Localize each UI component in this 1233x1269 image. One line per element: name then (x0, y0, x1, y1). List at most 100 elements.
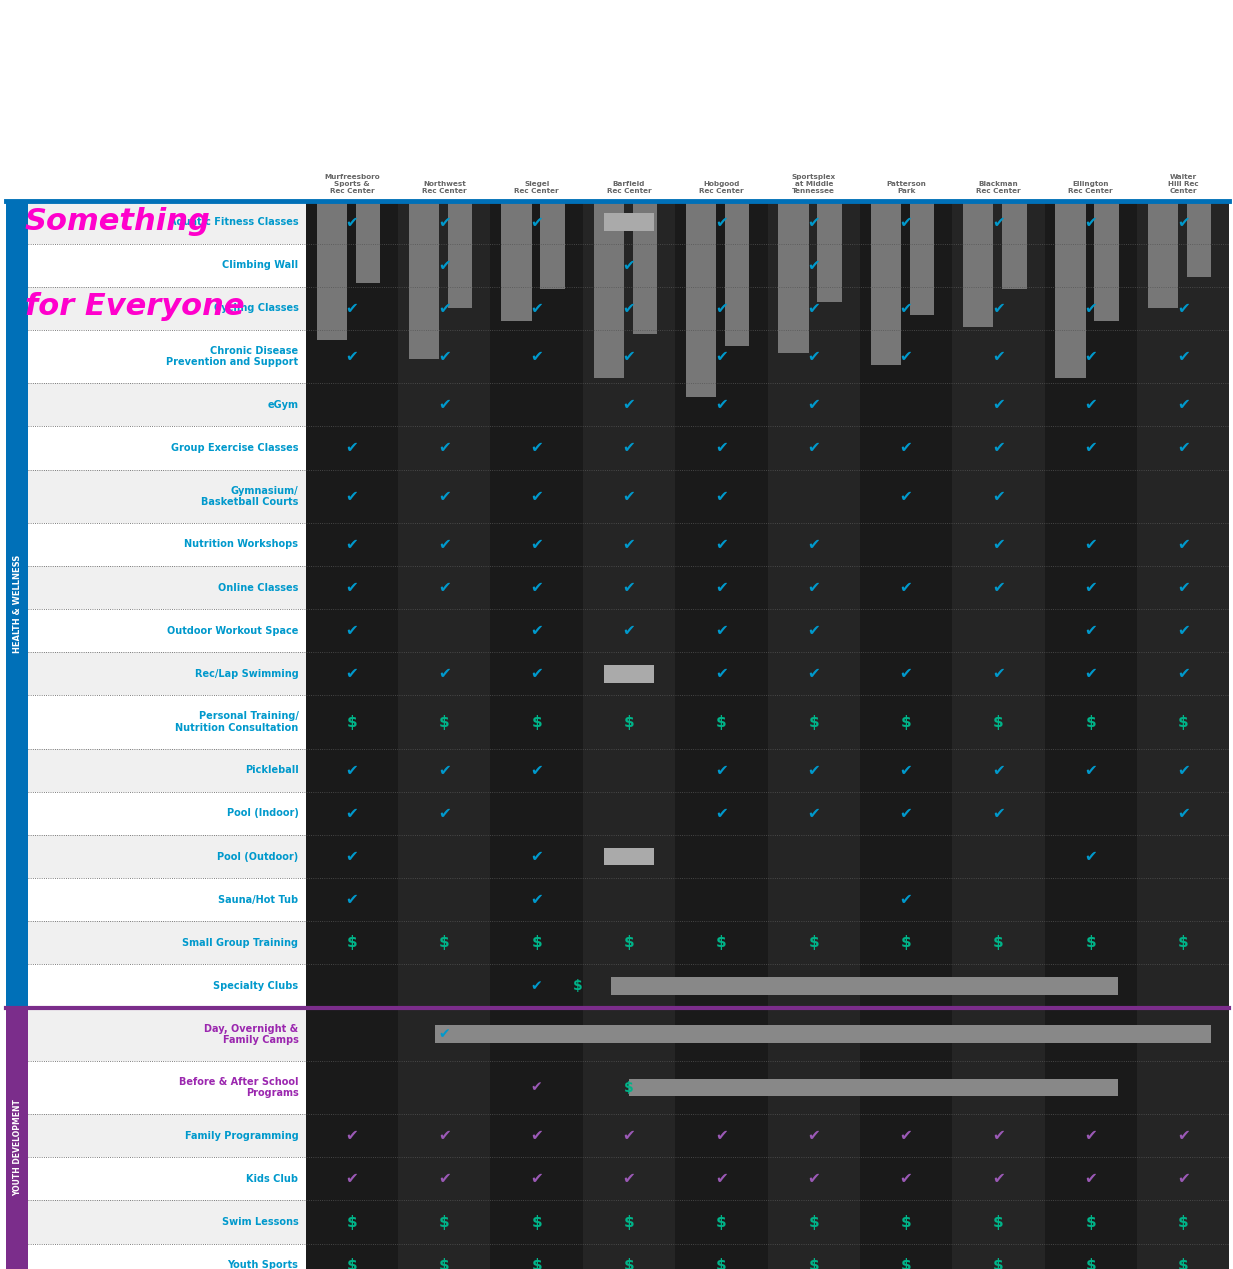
Bar (491, 652, 583, 695)
Bar (1044, 921, 1137, 964)
Bar (1044, 878, 1137, 921)
Text: ✔: ✔ (1176, 666, 1190, 681)
Bar (6, 1008, 28, 1269)
Text: Swim Lessons: Swim Lessons (222, 1217, 298, 1227)
Text: ✔: ✔ (715, 806, 727, 821)
Bar (1044, 1008, 1137, 1061)
Text: ✔: ✔ (900, 806, 912, 821)
Bar (583, 749, 676, 792)
Text: Cycling Classes: Cycling Classes (213, 303, 298, 313)
Bar (859, 523, 952, 566)
Bar (28, 921, 306, 964)
Bar (767, 1244, 859, 1269)
Text: $: $ (716, 1258, 726, 1269)
Text: ✔: ✔ (438, 763, 451, 778)
Text: Aquatic Fitness Classes: Aquatic Fitness Classes (169, 217, 298, 227)
Bar (1044, 383, 1137, 426)
Bar (491, 201, 583, 244)
Text: ✔: ✔ (715, 440, 727, 456)
Bar (1137, 1200, 1229, 1244)
Text: ✔: ✔ (623, 580, 635, 595)
Bar (491, 878, 583, 921)
Bar (1137, 878, 1229, 921)
Bar (398, 201, 491, 244)
Bar (491, 1244, 583, 1269)
Bar (767, 244, 859, 287)
Bar (28, 244, 306, 287)
Text: ✔: ✔ (715, 214, 727, 230)
Text: ✔: ✔ (530, 623, 543, 638)
Bar (583, 1244, 676, 1269)
Bar (306, 1008, 398, 1061)
Text: ✔: ✔ (1176, 349, 1190, 364)
Text: $: $ (624, 1258, 634, 1269)
Bar (398, 244, 491, 287)
Text: ✔: ✔ (345, 892, 359, 907)
Text: Ellington
Rec Center: Ellington Rec Center (1069, 181, 1113, 194)
Text: Sauna/Hot Tub: Sauna/Hot Tub (218, 895, 298, 905)
Text: $: $ (346, 935, 358, 950)
Text: ✔: ✔ (1176, 806, 1190, 821)
Text: Northwest
Rec Center: Northwest Rec Center (422, 181, 466, 194)
Text: ✔: ✔ (1084, 301, 1097, 316)
Bar (1137, 921, 1229, 964)
Bar (1044, 1200, 1137, 1244)
Text: ✔: ✔ (808, 666, 820, 681)
Bar (676, 1157, 767, 1200)
Bar (676, 1061, 767, 1114)
Text: ✔: ✔ (531, 978, 543, 994)
Bar (28, 878, 306, 921)
Bar (306, 749, 398, 792)
Bar (859, 749, 952, 792)
Text: ✔: ✔ (438, 440, 451, 456)
Bar (306, 1061, 398, 1114)
Text: Kids Club: Kids Club (247, 1174, 298, 1184)
Bar (778, 201, 809, 353)
Bar (593, 201, 624, 378)
Text: $: $ (1178, 1214, 1189, 1230)
Bar (317, 201, 346, 340)
Bar (859, 383, 952, 426)
Text: $: $ (439, 935, 450, 950)
Bar (1137, 330, 1229, 383)
Text: ✔: ✔ (623, 489, 635, 504)
Bar (676, 470, 767, 523)
Bar (952, 749, 1044, 792)
Text: ✔: ✔ (530, 349, 543, 364)
Text: ✔: ✔ (993, 1128, 1005, 1143)
Bar (952, 1157, 1044, 1200)
Text: Day, Overnight &
Family Camps: Day, Overnight & Family Camps (205, 1024, 298, 1044)
Text: ✔: ✔ (1084, 537, 1097, 552)
Text: $: $ (346, 1214, 358, 1230)
Bar (952, 695, 1044, 749)
Bar (952, 835, 1044, 878)
Bar (28, 426, 306, 470)
Text: $: $ (1178, 1258, 1189, 1269)
Bar (398, 287, 491, 330)
Text: Chronic Disease
Prevention and Support: Chronic Disease Prevention and Support (166, 346, 298, 367)
Text: ✔: ✔ (993, 214, 1005, 230)
Text: $: $ (901, 1214, 911, 1230)
Bar (859, 330, 952, 383)
Text: $: $ (716, 1214, 726, 1230)
Text: ✔: ✔ (808, 806, 820, 821)
Text: Sportsplex
at Middle
Tennessee: Sportsplex at Middle Tennessee (792, 174, 836, 194)
Text: ✔: ✔ (900, 214, 912, 230)
Bar (963, 201, 994, 327)
Text: ✔: ✔ (345, 623, 359, 638)
Text: ✔: ✔ (1176, 580, 1190, 595)
Bar (306, 921, 398, 964)
Text: ✔: ✔ (715, 623, 727, 638)
Text: Personal Training/
Nutrition Consultation: Personal Training/ Nutrition Consultatio… (175, 712, 298, 732)
Bar (859, 1157, 952, 1200)
Text: $: $ (573, 978, 583, 994)
Text: $: $ (1085, 1258, 1096, 1269)
Bar (676, 383, 767, 426)
Bar (767, 330, 859, 383)
Bar (1044, 1157, 1137, 1200)
Text: ✔: ✔ (900, 489, 912, 504)
Text: ✔: ✔ (808, 258, 820, 273)
Bar (859, 426, 952, 470)
Bar (491, 1008, 583, 1061)
Text: ✔: ✔ (345, 440, 359, 456)
